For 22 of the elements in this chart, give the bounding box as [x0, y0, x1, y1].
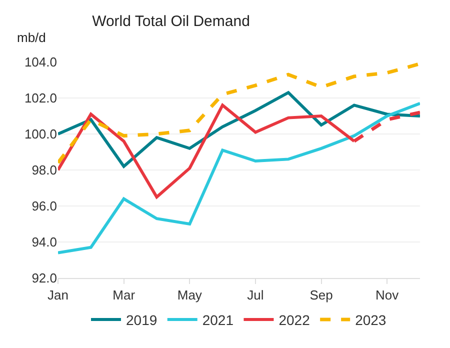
line-series — [58, 91, 420, 168]
x-tick-label: Nov — [376, 288, 400, 303]
y-tick-label: 92.0 — [32, 270, 57, 286]
y-tick-label: 94.0 — [32, 234, 57, 250]
y-tick-label: 102.0 — [24, 90, 57, 106]
y-tick-label: 96.0 — [32, 198, 57, 214]
y-tick-label: 104.0 — [24, 54, 57, 70]
y-tick-label: 100.0 — [24, 126, 57, 142]
y-tick-label: 98.0 — [32, 162, 57, 178]
chart-title: World Total Oil Demand — [92, 13, 250, 30]
x-tick-label: May — [177, 288, 202, 303]
legend-label: 2019 — [126, 312, 158, 328]
line-series — [58, 62, 420, 165]
x-tick-label: Mar — [112, 288, 136, 303]
y-axis-title: mb/d — [17, 30, 46, 45]
line-series — [58, 102, 420, 254]
legend-label: 2023 — [355, 312, 386, 328]
legend-label: 2021 — [202, 312, 234, 328]
x-tick-label: Sep — [310, 288, 333, 303]
legend-label: 2022 — [278, 312, 310, 328]
x-tick-label: Jul — [247, 288, 264, 303]
x-tick-label: Jan — [48, 288, 68, 303]
